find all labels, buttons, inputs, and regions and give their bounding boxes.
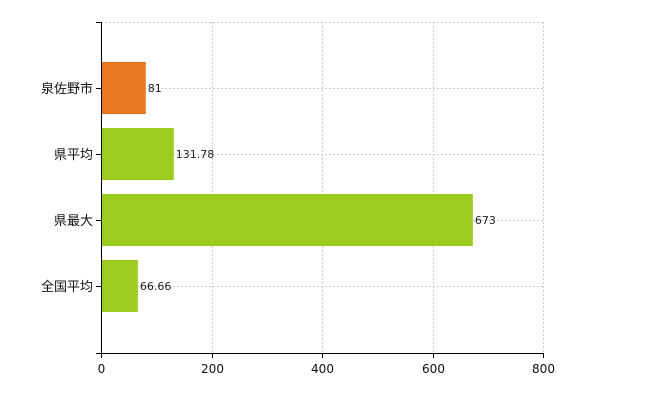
x-tick-label: 800 [532,362,555,376]
grid-lines [101,22,544,353]
bar [102,62,146,114]
category-label: 県最大 [54,214,93,229]
x-tick-label: 0 [98,362,106,376]
data-label: 131.78 [176,148,215,161]
x-tick-label: 200 [201,362,224,376]
axes [96,22,544,358]
bars [102,62,473,312]
data-label: 66.66 [140,280,172,293]
data-label: 81 [148,82,162,95]
category-label: 泉佐野市 [41,81,93,97]
x-tick-label: 400 [311,362,334,376]
labels: 81 泉佐野市 131.78 県平均 673 県最大 66.66 全国平均 0 200 400 600… [41,81,555,376]
bar [102,128,174,180]
x-tick-label: 600 [422,362,445,376]
bar [102,194,473,246]
category-label: 全国平均 [41,279,93,295]
category-label: 県平均 [54,148,93,163]
data-label: 673 [475,214,496,227]
bar [102,260,138,312]
